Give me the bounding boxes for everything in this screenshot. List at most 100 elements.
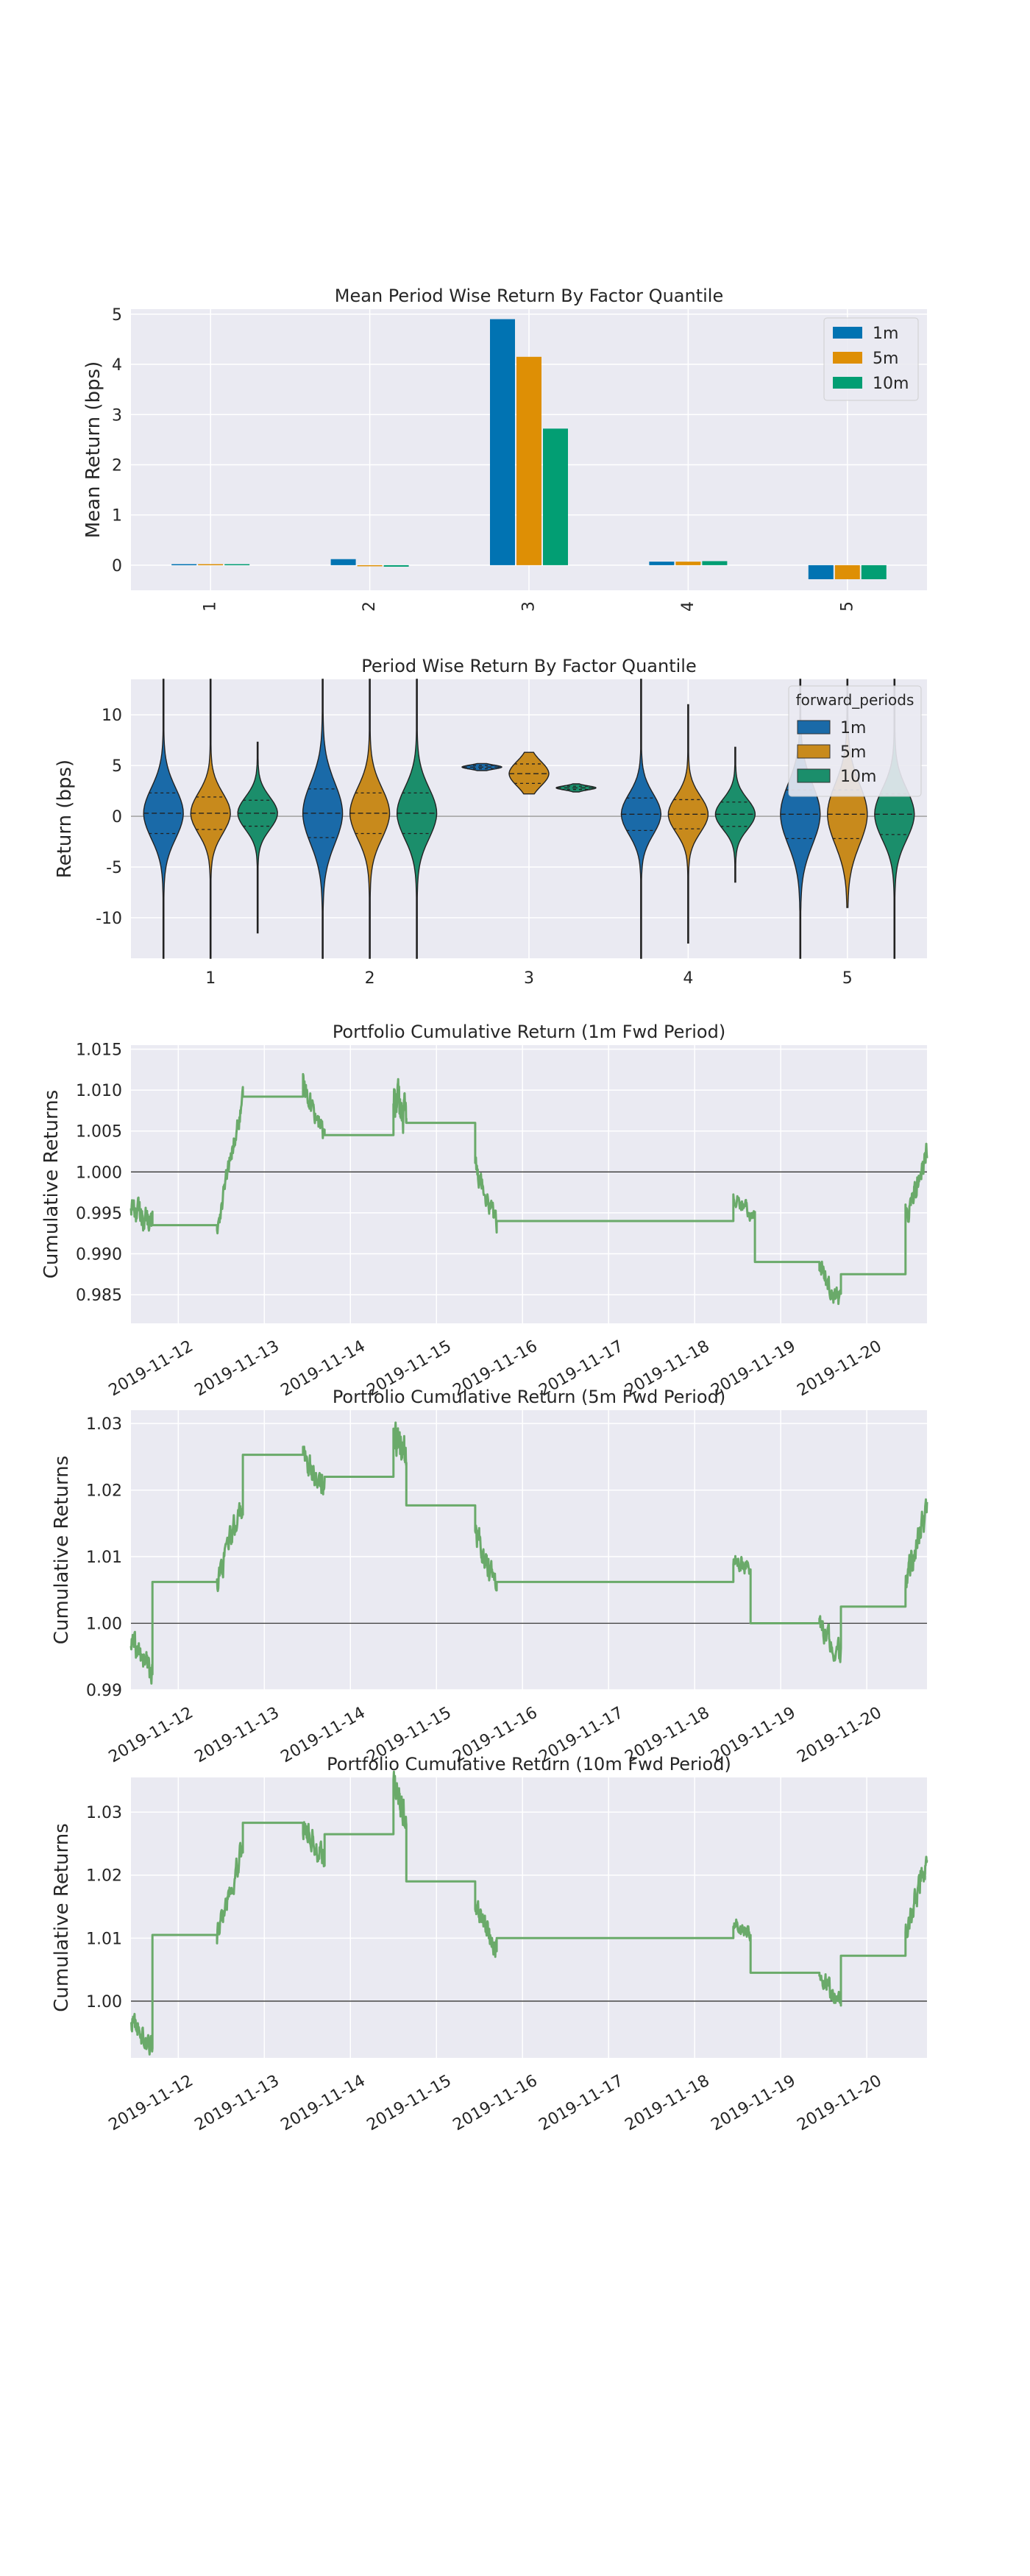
cumulative-return-line	[129, 1072, 928, 1306]
violin-10m-q2	[396, 679, 438, 959]
violin-1m-q1	[143, 679, 184, 959]
legend-swatch-5m	[797, 744, 831, 759]
y-tick-label: 1.01	[86, 1930, 122, 1948]
bar-10m-q4	[702, 561, 728, 565]
y-tick-label: 2	[112, 456, 122, 475]
y-tick-label: 0	[112, 808, 122, 827]
violin-10m-q5	[874, 679, 915, 959]
y-axis-label: Return (bps)	[54, 760, 76, 878]
y-tick-label: 1.00	[86, 1993, 122, 2011]
bar-1m-q3	[490, 319, 515, 565]
x-tick-label: 2019-11-12	[106, 2072, 196, 2135]
plot-area	[131, 1777, 927, 2058]
chart-1: Mean Period Wise Return By Factor Quanti…	[82, 286, 927, 612]
legend-swatch-5m	[833, 352, 862, 364]
bar-10m-q3	[543, 428, 568, 565]
chart-3: Portfolio Cumulative Return (1m Fwd Peri…	[40, 1022, 928, 1401]
legend-swatch-1m	[833, 327, 862, 339]
y-tick-label: 1.02	[86, 1482, 122, 1501]
y-tick-label: 0.990	[76, 1246, 122, 1264]
bar-5m-q5	[834, 565, 860, 579]
legend-title: forward_periods	[796, 691, 914, 709]
bar-5m-q1	[198, 564, 224, 566]
y-axis-label: Cumulative Returns	[51, 1456, 73, 1644]
y-tick-label: 0	[112, 557, 122, 576]
bar-10m-q2	[383, 565, 409, 567]
violin-5m-q2	[349, 679, 391, 959]
x-tick-label: 2019-11-17	[536, 2072, 627, 2135]
bar-1m-q2	[330, 559, 356, 565]
violin-10m-q4	[714, 746, 756, 883]
bar-5m-q2	[357, 565, 383, 567]
y-tick-label: 1.000	[76, 1164, 122, 1182]
x-tick-label: 2019-11-20	[794, 2072, 884, 2135]
x-tick-label: 2019-11-12	[106, 1704, 196, 1767]
violin-1m-q5	[780, 679, 821, 959]
violin-1m-q4	[620, 679, 662, 959]
x-tick-label: 3	[524, 969, 534, 988]
y-tick-label: 1.015	[76, 1041, 122, 1060]
chart-4: Portfolio Cumulative Return (5m Fwd Peri…	[51, 1387, 928, 1767]
x-tick-label: 2019-11-16	[450, 2072, 541, 2135]
chart-5: Portfolio Cumulative Return (10m Fwd Per…	[51, 1754, 928, 2135]
bar-5m-q4	[675, 562, 701, 565]
chart-title: Mean Period Wise Return By Factor Quanti…	[335, 286, 723, 306]
y-tick-label: 4	[112, 356, 122, 375]
x-tick-label: 2019-11-20	[794, 1704, 884, 1767]
x-tick-label: 2019-11-20	[794, 1337, 884, 1401]
x-tick-label: 1	[202, 601, 220, 612]
legend-swatch-10m	[797, 768, 831, 783]
x-tick-label: 3	[520, 601, 539, 612]
chart-title: Portfolio Cumulative Return (10m Fwd Per…	[327, 1754, 731, 1774]
cumulative-return-line	[129, 1770, 928, 2056]
y-tick-label: 1.02	[86, 1867, 122, 1886]
x-tick-label: 2019-11-15	[364, 2072, 455, 2135]
x-tick-label: 2019-11-19	[708, 2072, 799, 2135]
y-tick-label: -5	[106, 859, 122, 877]
y-axis-label: Cumulative Returns	[40, 1090, 63, 1278]
legend-swatch-10m	[833, 377, 862, 389]
y-tick-label: 3	[112, 406, 122, 425]
legend-label: 10m	[873, 375, 909, 393]
plot-area	[131, 1045, 927, 1323]
violin-10m-q1	[237, 741, 278, 934]
legend-label: 5m	[873, 350, 898, 368]
chart-2: Period Wise Return By Factor Quantile Ret…	[54, 656, 927, 988]
y-axis-label: Cumulative Returns	[51, 1823, 73, 2011]
x-tick-label: 2019-11-13	[192, 1704, 283, 1767]
y-tick-label: 0.985	[76, 1287, 122, 1305]
x-tick-label: 2019-11-13	[192, 1337, 283, 1401]
y-axis-label: Mean Return (bps)	[82, 361, 104, 539]
chart-title: Portfolio Cumulative Return (5m Fwd Peri…	[333, 1387, 725, 1407]
bar-10m-q1	[224, 564, 250, 566]
y-tick-label: 1.005	[76, 1123, 122, 1142]
bar-1m-q5	[808, 565, 834, 579]
x-tick-label: 4	[683, 969, 693, 988]
cumulative-return-line	[129, 1421, 928, 1685]
y-tick-label: 1.01	[86, 1549, 122, 1567]
x-tick-label: 2019-11-18	[622, 2072, 713, 2135]
y-tick-label: 10	[102, 707, 122, 725]
x-tick-label: 4	[679, 601, 697, 612]
x-tick-label: 5	[842, 969, 853, 988]
legend-label: 1m	[840, 719, 866, 737]
bar-10m-q5	[861, 565, 887, 579]
x-tick-label: 1	[205, 969, 216, 988]
y-tick-label: 5	[112, 306, 122, 325]
y-tick-label: 0.995	[76, 1205, 122, 1223]
x-tick-label: 2019-11-13	[192, 2072, 283, 2135]
y-tick-label: -10	[96, 910, 122, 928]
legend-label: 10m	[840, 768, 876, 786]
violin-1m-q2	[302, 679, 344, 959]
bar-1m-q1	[171, 564, 197, 566]
y-tick-label: 0.99	[86, 1682, 122, 1700]
legend-label: 5m	[840, 743, 866, 762]
y-tick-label: 5	[112, 757, 122, 776]
x-tick-label: 2	[360, 601, 379, 612]
chart-title: Period Wise Return By Factor Quantile	[361, 656, 696, 676]
legend-swatch-1m	[797, 720, 831, 735]
chart-title: Portfolio Cumulative Return (1m Fwd Peri…	[333, 1022, 725, 1042]
x-tick-label: 5	[838, 601, 856, 612]
x-tick-label: 2019-11-14	[278, 2072, 369, 2135]
